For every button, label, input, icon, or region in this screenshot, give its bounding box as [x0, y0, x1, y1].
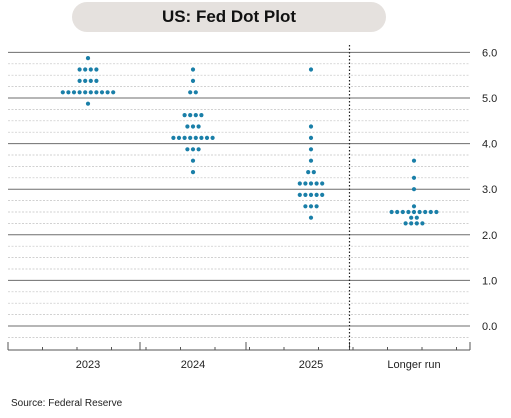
dot-point [400, 209, 405, 215]
x-tick-label: 2025 [299, 359, 323, 371]
dot-point [434, 209, 439, 215]
dot-point [308, 67, 314, 72]
dot-point [94, 90, 99, 95]
dot-point [94, 78, 99, 83]
dot-point [204, 135, 210, 140]
dot-point [196, 124, 201, 129]
dot-point [193, 113, 198, 118]
dot-point [99, 90, 105, 95]
dot-point [199, 113, 204, 118]
dot-point [314, 204, 319, 209]
dot-point [314, 192, 319, 197]
y-tick-label: 0.0 [482, 321, 497, 333]
dot-point [190, 170, 196, 175]
dot-point [176, 135, 182, 140]
dot-point [77, 78, 82, 83]
dot-point [320, 192, 325, 197]
dot-point [88, 78, 93, 83]
dot-point [303, 204, 308, 209]
y-tick-label: 1.0 [482, 275, 497, 287]
dot-point [193, 135, 198, 140]
dot-point [111, 90, 116, 95]
x-tick-label: 2024 [181, 359, 205, 371]
dot-point [77, 90, 82, 95]
x-tick-label: 2023 [76, 359, 100, 371]
dot-point [411, 187, 417, 192]
dot-point [411, 204, 417, 209]
dot-point [182, 135, 187, 140]
dot-point [210, 135, 215, 140]
dot-point [85, 56, 91, 61]
dot-point [308, 158, 314, 163]
dot-point [303, 192, 308, 197]
dot-point [311, 170, 316, 175]
dot-point [308, 204, 314, 209]
dot-point [423, 209, 428, 215]
dot-point [171, 135, 176, 140]
dot-point [320, 181, 325, 186]
dot-point [190, 124, 196, 129]
dot-point [190, 147, 196, 152]
dot-point [190, 78, 196, 83]
dot-point [308, 135, 314, 140]
dot-point [188, 135, 193, 140]
dot-point [199, 135, 204, 140]
dot-point [428, 209, 433, 215]
y-tick-label: 4.0 [482, 139, 497, 151]
dot-point [395, 209, 400, 215]
source-note: Source: Federal Reserve [11, 398, 123, 409]
dot-point [188, 90, 193, 95]
dot-point [297, 181, 302, 186]
dot-point [182, 113, 187, 118]
dot-point [71, 90, 77, 95]
y-tick-label: 2.0 [482, 230, 497, 242]
dot-point [409, 221, 414, 226]
dot-point [411, 175, 417, 180]
dot-point [308, 215, 314, 220]
x-tick-label: Longer run [387, 359, 440, 371]
dot-point [308, 181, 314, 186]
y-tick-label: 6.0 [482, 47, 497, 59]
dot-point [403, 221, 408, 226]
dot-point [306, 170, 311, 175]
dot-point [185, 147, 190, 152]
y-tick-label: 5.0 [482, 93, 497, 105]
dot-point [88, 90, 93, 95]
dot-point [94, 67, 99, 72]
dot-point [83, 90, 88, 95]
dot-point [314, 181, 319, 186]
dot-point [414, 215, 419, 220]
dot-point [185, 124, 190, 129]
dot-point [406, 209, 411, 215]
dot-point [60, 90, 65, 95]
dot-point [308, 147, 314, 152]
dot-point [303, 181, 308, 186]
dot-point [411, 209, 417, 215]
dot-point [414, 221, 419, 226]
dot-point [188, 113, 193, 118]
dot-point [389, 209, 394, 215]
dot-point [420, 221, 425, 226]
dot-point [190, 158, 196, 163]
dot-point [105, 90, 110, 95]
dot-point [88, 67, 93, 72]
dot-point [83, 67, 88, 72]
dot-point [66, 90, 71, 95]
dot-point [190, 67, 196, 72]
y-tick-label: 3.0 [482, 184, 497, 196]
dot-point [411, 158, 417, 163]
dot-point [85, 101, 91, 106]
dot-point [308, 124, 314, 129]
dot-point [417, 209, 422, 215]
dot-point [409, 215, 414, 220]
dot-point [297, 192, 302, 197]
chart-title: US: Fed Dot Plot [72, 2, 386, 32]
dot-point [308, 192, 314, 197]
dot-point [77, 67, 82, 72]
dot-point [196, 147, 201, 152]
dot-point [193, 90, 198, 95]
dot-point [83, 78, 88, 83]
